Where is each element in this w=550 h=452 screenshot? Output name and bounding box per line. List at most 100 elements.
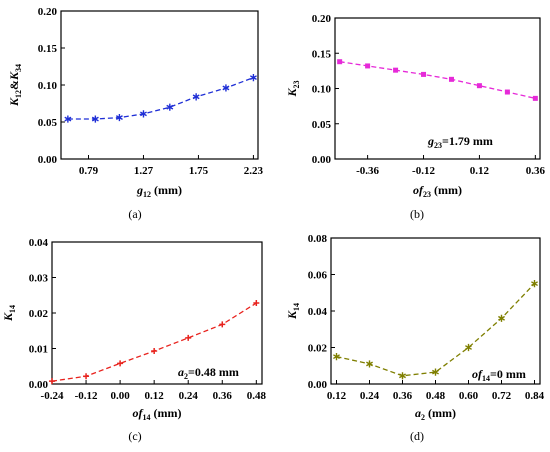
x-tick-label: 2.23 [244,165,264,177]
y-axis-label: K14 [1,305,17,322]
x-tick-label: 0.12 [470,165,490,177]
label-part: =0.48 mm [188,365,239,379]
label-part: 14 [292,303,301,311]
label-part: K [7,71,21,81]
y-tick-label: 0.02 [308,343,328,355]
chart-panel-d: 0.00 0.02 0.04 0.06 0.08 0.12 0.24 0.36 0.48 0.60… [285,233,545,443]
x-axis-label: of23 (mm) [413,183,462,199]
y-tick-label: 0.06 [308,270,328,282]
data-point [476,83,482,89]
data-point [532,95,538,101]
label-part: (mm) [425,406,456,420]
y-tick-label: 0.02 [29,308,49,320]
x-tick-label: -0.36 [356,165,379,177]
data-point [432,368,439,376]
label-part: K [1,312,15,322]
chart-panel-c: 0.00 0.01 0.02 0.03 0.04 -0.24 -0.12 0.00 0.12 0.… [1,237,266,443]
x-axis-label: of14 (mm) [133,406,182,422]
label-part: of [472,367,483,381]
label-part: 14 [143,413,151,422]
x-tick-label: 0.12 [145,390,165,402]
data-point [117,360,124,367]
label-part: of [133,406,144,420]
x-tick-label: 0.36 [526,165,546,177]
data-point [115,113,123,122]
x-tick-label: 0.36 [393,390,413,402]
panel-caption: (d) [410,429,424,443]
y-tick-label: 0.10 [38,80,58,92]
label-part: K [285,310,299,320]
x-tick-label: 1.75 [189,165,209,177]
label-part: K [285,88,299,98]
y-tick-label: 0.01 [29,344,48,356]
data-point [249,74,257,82]
label-part: 2 [184,372,188,381]
data-point [49,378,55,385]
label-part: =0 mm [490,367,526,381]
label-part: (mm) [431,183,462,197]
label-part: g [427,134,434,148]
data-point [185,334,192,341]
y-tick-label: 0.15 [38,43,58,55]
plot-frame [334,17,541,160]
x-tick-label: 0.36 [213,390,233,402]
data-point [498,314,505,322]
data-point [151,347,158,354]
data-point [531,280,538,288]
label-part: 34 [14,64,23,72]
series-line [339,61,536,100]
y-tick-label: 0.03 [29,273,49,285]
y-tick-label: 0.00 [29,379,49,391]
y-tick-label: 0.20 [38,6,58,18]
data-point [393,67,399,73]
x-tick-label: 0.24 [179,390,199,402]
series-line [336,283,535,377]
y-tick-label: 0.00 [38,154,58,166]
label-part: (mm) [151,183,182,197]
label-part: 12 [14,90,23,98]
label-part: 23 [292,80,301,88]
x-tick-label: 0.12 [327,390,347,402]
y-axis-label: K23 [285,80,301,97]
data-point [333,353,340,361]
label-part: 23 [434,141,442,150]
data-point [337,59,343,65]
x-tick-label: 0.48 [426,390,446,402]
data-point [253,300,260,307]
series-line [67,76,254,120]
panel-caption: (c) [128,429,141,443]
y-tick-label: 0.04 [308,306,328,318]
plot-frame [51,241,263,385]
y-tick-label: 0.00 [312,154,332,166]
y-tick-label: 0.05 [38,117,58,129]
y-axis-label: K14 [285,303,301,320]
data-point [222,84,230,92]
data-point [166,103,174,111]
data-point [192,93,200,101]
y-tick-label: 0.05 [312,119,332,131]
chart-annotation: a2=0.48 mm [178,365,239,381]
label-part: of [413,183,424,197]
data-point [399,372,406,380]
x-tick-label: 0.60 [459,390,479,402]
y-axis-label: K12&K34 [7,64,23,107]
plot-frame [60,10,259,160]
label-part: a [415,406,421,420]
label-part: (mm) [151,406,182,420]
label-part: 2 [421,413,425,422]
data-point [366,360,373,368]
label-part: a [178,365,184,379]
x-tick-label: 1.27 [134,165,154,177]
x-tick-label: -0.12 [75,390,98,402]
data-point [219,321,226,328]
chart-annotation: g23=1.79 mm [427,134,493,150]
panel-caption: (a) [128,207,141,221]
chart-annotation: of14=0 mm [472,367,526,383]
y-tick-label: 0.10 [312,84,332,96]
label-part: K [7,97,21,107]
data-point [365,63,371,69]
label-part: & [7,80,21,90]
label-part: g [136,183,143,197]
x-tick-label: 0.84 [525,390,545,402]
